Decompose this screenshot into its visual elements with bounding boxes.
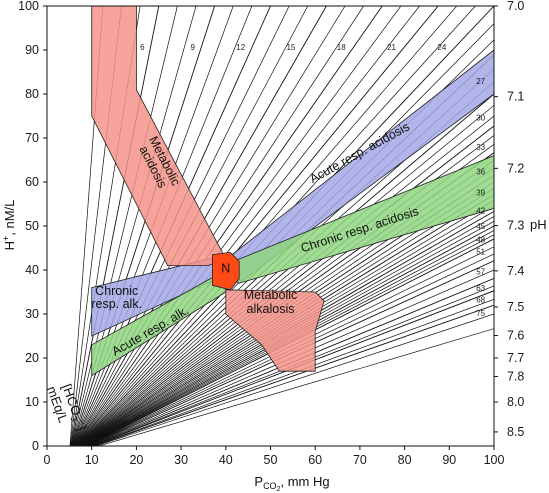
x-tick-label: 0 [44,453,51,467]
y-left-tick-label: 0 [32,439,39,453]
acid-base-regions [91,5,495,377]
isopleth-line [71,6,216,446]
isopleth-line [79,93,494,446]
isopleth-label: 6 [140,43,145,52]
normal-region [211,251,240,291]
ph-tick-label: 7.5 [507,300,524,314]
isopleth-label: 33 [476,143,485,152]
axes: 0 10 20 30 40 50 60 70 80 90 100 0 10 20 30 40 50 60 70 80 9… [18,0,524,467]
ph-tick-label: 7.4 [507,264,524,278]
isopleth-label: 12 [236,43,245,52]
isopleth-label: 21 [387,43,396,52]
x-tick-label: 60 [308,453,322,467]
ph-tick-label: 7.1 [507,90,524,104]
isopleth-label: 68 [476,295,485,304]
y-left-tick-label: 10 [25,395,39,409]
y-left-tick-label: 100 [18,0,39,13]
isopleth-line-minor [92,299,494,446]
x-tick-label: 30 [174,453,188,467]
isopleth-line [74,6,383,446]
y-left-tick-label: 30 [25,307,39,321]
chronic-resp-alk-label: Chronic resp. alk. [91,284,142,311]
y-left-tick-label: 20 [25,351,39,365]
y-left-tick-label: 50 [25,219,39,233]
isopleth-label: 57 [476,268,485,277]
isopleth-label: 27 [476,77,485,86]
ph-tick-label: 7.6 [507,329,524,343]
y-left-tick-label: 80 [25,87,39,101]
isopleth-line-minor [75,6,420,446]
ph-tick-label: 8.5 [507,425,524,439]
ph-tick-label: 7.3 [507,219,524,233]
isopleth-label: 45 [476,222,485,231]
isopleth-line [92,304,494,446]
isopleth-line [79,125,494,446]
y-axis-right-title: pH [530,217,547,232]
isopleth-line [90,290,494,446]
isopleth-label: 75 [476,309,485,318]
isopleth-line [75,6,439,446]
isopleth-label: 39 [476,189,485,198]
isopleth-label: 15 [286,43,295,52]
x-tick-label: 90 [442,453,456,467]
isopleth-line-minor [79,115,494,446]
x-tick-label: 70 [353,453,367,467]
isopleth-labels: 6 9 12 15 18 21 24 27 30 33 36 39 42 45 48 51 57 63 68 75 [140,43,485,318]
x-tick-label: 20 [129,453,143,467]
ph-tick-label: 7.0 [507,0,524,13]
isopleth-label: 18 [337,43,346,52]
y-left-tick-label: 60 [25,175,39,189]
ph-tick-label: 7.2 [507,161,524,175]
ph-tick-label: 7.7 [507,351,524,365]
y-left-tick-label: 90 [25,43,39,57]
ph-tick-label: 7.8 [507,369,524,383]
metabolic-alkalosis-region [225,289,325,372]
isopleth-line-minor [75,6,402,446]
isopleth-label: 24 [437,43,446,52]
x-tick-label: 80 [398,453,412,467]
metabolic-alkalosis-label: Metabolic alkalosis [244,288,298,316]
isopleth-label: 51 [476,248,485,257]
isopleth-label: 42 [476,206,485,215]
normal-label: N [221,261,230,275]
x-tick-label: 50 [264,453,278,467]
y-left-tick-label: 40 [25,263,39,277]
isopleth-line-minor [94,313,494,446]
y-axis-left-title: H+, nM/L [1,200,17,251]
isopleth-label: 30 [476,113,485,122]
x-tick-label: 40 [219,453,233,467]
isopleth-label: 36 [476,168,485,177]
isopleth-line [70,6,160,446]
x-axis-title: PCO2, mm Hg [254,474,329,493]
isopleth-label: 9 [190,43,195,52]
isopleth-line-minor [97,328,494,446]
isopleth-line-minor [71,6,197,446]
y-left-tick-label: 70 [25,131,39,145]
isopleth-line-minor [71,6,178,446]
isopleth-line-minor [79,105,494,446]
x-tick-label: 100 [484,453,505,467]
ph-tick-label: 8.0 [507,395,524,409]
isopleth-line-minor [74,6,364,446]
isopleth-label: 63 [476,284,485,293]
isopleth-label: 48 [476,236,485,245]
x-tick-label: 10 [85,453,99,467]
